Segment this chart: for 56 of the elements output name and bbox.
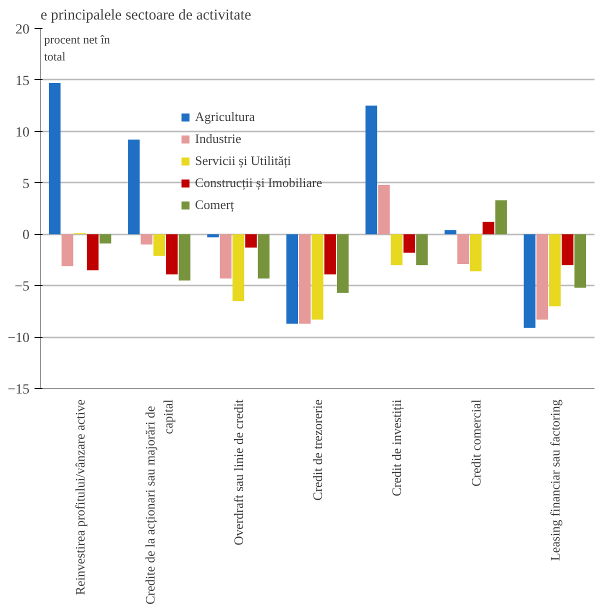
legend-label: Industrie	[195, 130, 242, 148]
bar	[48, 83, 61, 234]
x-tick-label: Overdraft sau linie de credit	[230, 399, 246, 546]
x-tick-label: Reinvestirea profitului/vânzare active	[72, 399, 88, 596]
bar	[128, 140, 140, 234]
y-tick-label: −15	[8, 382, 30, 398]
y-tick-label: 0	[22, 228, 30, 244]
bar	[86, 234, 99, 270]
legend-label: Agricultura	[195, 108, 255, 126]
legend-label: Comerț	[195, 196, 234, 214]
bar	[378, 184, 390, 234]
bar	[403, 234, 416, 253]
bar	[549, 234, 561, 306]
bar	[312, 234, 324, 320]
y-tick-label: 5	[22, 176, 30, 192]
y-tick-label: 15	[16, 74, 30, 89]
bar	[524, 234, 536, 328]
bar	[140, 234, 152, 244]
bar	[153, 234, 166, 256]
y-tick-label: −10	[8, 331, 30, 346]
x-tick-label: Credit comercial	[468, 399, 484, 486]
bar	[100, 234, 112, 244]
bar	[299, 234, 311, 324]
bar	[286, 234, 298, 324]
bar	[416, 234, 428, 266]
bar	[457, 234, 469, 264]
annotation: procent net în total	[44, 32, 110, 64]
x-tick-label: Credite de la acționari sau majorări de capital	[142, 399, 176, 605]
x-tick-label: Credit de investiții	[389, 399, 404, 496]
bar	[482, 222, 494, 234]
bar	[232, 234, 244, 302]
bar	[324, 234, 336, 274]
bar	[166, 234, 178, 274]
y-tick-label: −5	[14, 280, 30, 295]
bar	[220, 234, 232, 278]
x-tick-label: Leasing financiar sau factoring	[547, 399, 562, 561]
bar	[470, 234, 482, 272]
bar	[245, 234, 257, 248]
bar	[574, 234, 586, 288]
bar	[562, 234, 574, 266]
bar	[337, 234, 349, 293]
bar	[390, 234, 402, 266]
legend-label: Servicii și Utilități	[195, 152, 292, 170]
bar	[62, 234, 74, 266]
bar	[178, 234, 190, 280]
bar	[207, 234, 219, 238]
bar	[365, 106, 378, 234]
y-tick-label: 20	[16, 22, 30, 38]
legend-label: Construcții și Imobiliare	[195, 174, 322, 192]
bar	[258, 234, 270, 278]
bar	[495, 200, 507, 234]
x-tick-label: Credit de trezorerie	[310, 399, 325, 501]
bar	[444, 230, 456, 234]
y-tick-label: 10	[16, 125, 30, 140]
chart-title: e principalele sectoare de activitate	[40, 8, 252, 24]
bar	[536, 234, 548, 320]
